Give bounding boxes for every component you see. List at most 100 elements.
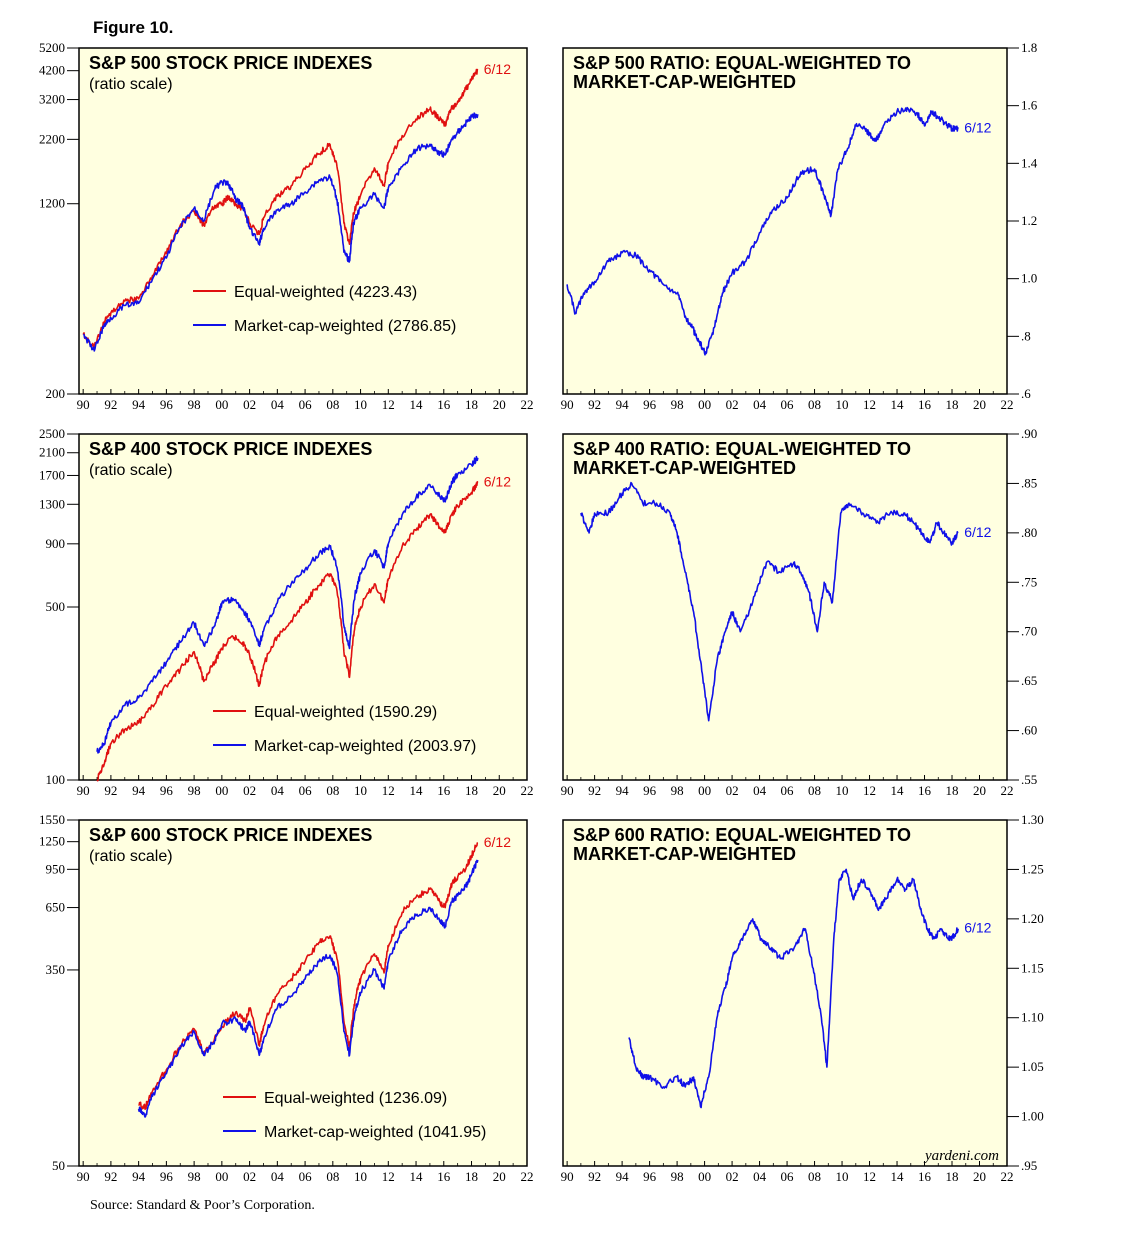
y-tick-label: 1.20 (1021, 911, 1044, 926)
y-tick-label: 1.8 (1021, 40, 1037, 55)
series-line-equal-weighted (82, 68, 479, 349)
x-tick-label: 94 (616, 1169, 630, 1184)
x-tick-label: 98 (188, 783, 201, 798)
x-tick-label: 18 (946, 1169, 959, 1184)
plot-area (78, 433, 528, 781)
chart-title: S&P 600 STOCK PRICE INDEXES (89, 825, 372, 845)
x-tick-label: 14 (410, 783, 424, 798)
x-tick-label: 06 (781, 783, 795, 798)
x-tick-label: 22 (1001, 783, 1014, 798)
x-tick-label: 14 (891, 397, 905, 412)
x-tick-label: 98 (671, 1169, 684, 1184)
x-tick-label: 00 (215, 1169, 228, 1184)
x-tick-label: 92 (104, 783, 117, 798)
end-date-label: 6/12 (484, 61, 511, 77)
x-tick-label: 12 (863, 397, 876, 412)
y-tick-label: 3200 (39, 92, 65, 107)
x-tick-label: 96 (160, 783, 174, 798)
chart-subtitle: (ratio scale) (89, 848, 173, 865)
y-tick-label: 2500 (39, 426, 65, 441)
chart-title: S&P 500 STOCK PRICE INDEXES (89, 53, 372, 73)
chart-title: S&P 600 RATIO: EQUAL-WEIGHTED TO (573, 825, 911, 845)
y-tick-label: 1.00 (1021, 1109, 1044, 1124)
x-tick-label: 96 (160, 397, 174, 412)
series-line-market-cap-weighted (137, 859, 479, 1118)
y-tick-label: 4200 (39, 63, 65, 78)
x-tick-label: 96 (160, 1169, 174, 1184)
figure-title: Figure 10. (93, 18, 174, 37)
x-tick-label: 18 (465, 1169, 478, 1184)
chart-title: MARKET-CAP-WEIGHTED (573, 72, 796, 92)
x-tick-label: 94 (616, 397, 630, 412)
y-tick-label: 1.4 (1021, 155, 1038, 170)
x-tick-label: 18 (946, 397, 959, 412)
series-line-market-cap-weighted (96, 455, 479, 754)
y-tick-label: 1550 (39, 812, 65, 827)
legend-label: Market-cap-weighted (2003.97) (254, 738, 476, 755)
chart-title: MARKET-CAP-WEIGHTED (573, 844, 796, 864)
x-tick-label: 90 (77, 783, 90, 798)
y-tick-label: .80 (1021, 525, 1037, 540)
x-tick-label: 08 (326, 397, 339, 412)
x-tick-label: 16 (918, 397, 932, 412)
y-tick-label: .8 (1021, 328, 1031, 343)
y-tick-label: .70 (1021, 624, 1037, 639)
chart-title: S&P 500 RATIO: EQUAL-WEIGHTED TO (573, 53, 911, 73)
y-tick-label: 5200 (39, 40, 65, 55)
x-tick-label: 04 (753, 783, 767, 798)
x-tick-label: 00 (698, 783, 711, 798)
x-tick-label: 00 (215, 397, 228, 412)
x-tick-label: 06 (299, 397, 313, 412)
x-tick-label: 08 (326, 1169, 339, 1184)
y-tick-label: .75 (1021, 574, 1037, 589)
series-line-ratio (566, 106, 959, 356)
x-tick-label: 10 (836, 783, 849, 798)
x-tick-label: 90 (561, 1169, 574, 1184)
y-tick-label: 1.10 (1021, 1010, 1044, 1025)
x-tick-label: 04 (271, 783, 285, 798)
x-tick-label: 12 (382, 1169, 395, 1184)
y-tick-label: 1.6 (1021, 98, 1038, 113)
y-tick-label: 1.30 (1021, 812, 1044, 827)
y-tick-label: 1.0 (1021, 271, 1037, 286)
series-line-ratio (628, 868, 959, 1109)
x-tick-label: 02 (726, 783, 739, 798)
x-tick-label: 20 (973, 1169, 986, 1184)
x-tick-label: 92 (588, 397, 601, 412)
x-tick-label: 18 (465, 397, 478, 412)
x-tick-label: 00 (698, 397, 711, 412)
x-tick-label: 08 (808, 397, 821, 412)
y-tick-label: .85 (1021, 475, 1037, 490)
y-tick-label: 2100 (39, 445, 65, 460)
x-tick-label: 98 (188, 397, 201, 412)
x-tick-label: 14 (410, 1169, 424, 1184)
x-tick-label: 22 (521, 783, 534, 798)
plot-area (562, 819, 1008, 1167)
y-tick-label: 900 (46, 536, 66, 551)
end-date-label: 6/12 (964, 920, 991, 936)
end-date-label: 6/12 (964, 120, 991, 136)
y-tick-label: 100 (46, 772, 66, 787)
y-tick-label: 2200 (39, 131, 65, 146)
x-tick-label: 16 (437, 1169, 451, 1184)
x-tick-label: 06 (781, 1169, 795, 1184)
x-tick-label: 92 (104, 1169, 117, 1184)
x-tick-label: 98 (671, 397, 684, 412)
legend-label: Market-cap-weighted (1041.95) (264, 1124, 486, 1141)
chart-title: S&P 400 STOCK PRICE INDEXES (89, 439, 372, 459)
x-tick-label: 96 (643, 397, 657, 412)
plot-area (562, 47, 1008, 395)
x-tick-label: 18 (946, 783, 959, 798)
x-tick-label: 10 (836, 397, 849, 412)
x-tick-label: 02 (726, 1169, 739, 1184)
y-tick-label: 1.05 (1021, 1059, 1044, 1074)
x-tick-label: 92 (588, 783, 601, 798)
x-tick-label: 18 (465, 783, 478, 798)
x-tick-label: 22 (521, 397, 534, 412)
x-tick-label: 90 (77, 1169, 90, 1184)
x-tick-label: 22 (521, 1169, 534, 1184)
source-note: Source: Standard & Poor’s Corporation. (90, 1198, 315, 1213)
y-tick-label: 500 (46, 599, 66, 614)
chart-subtitle: (ratio scale) (89, 462, 173, 479)
